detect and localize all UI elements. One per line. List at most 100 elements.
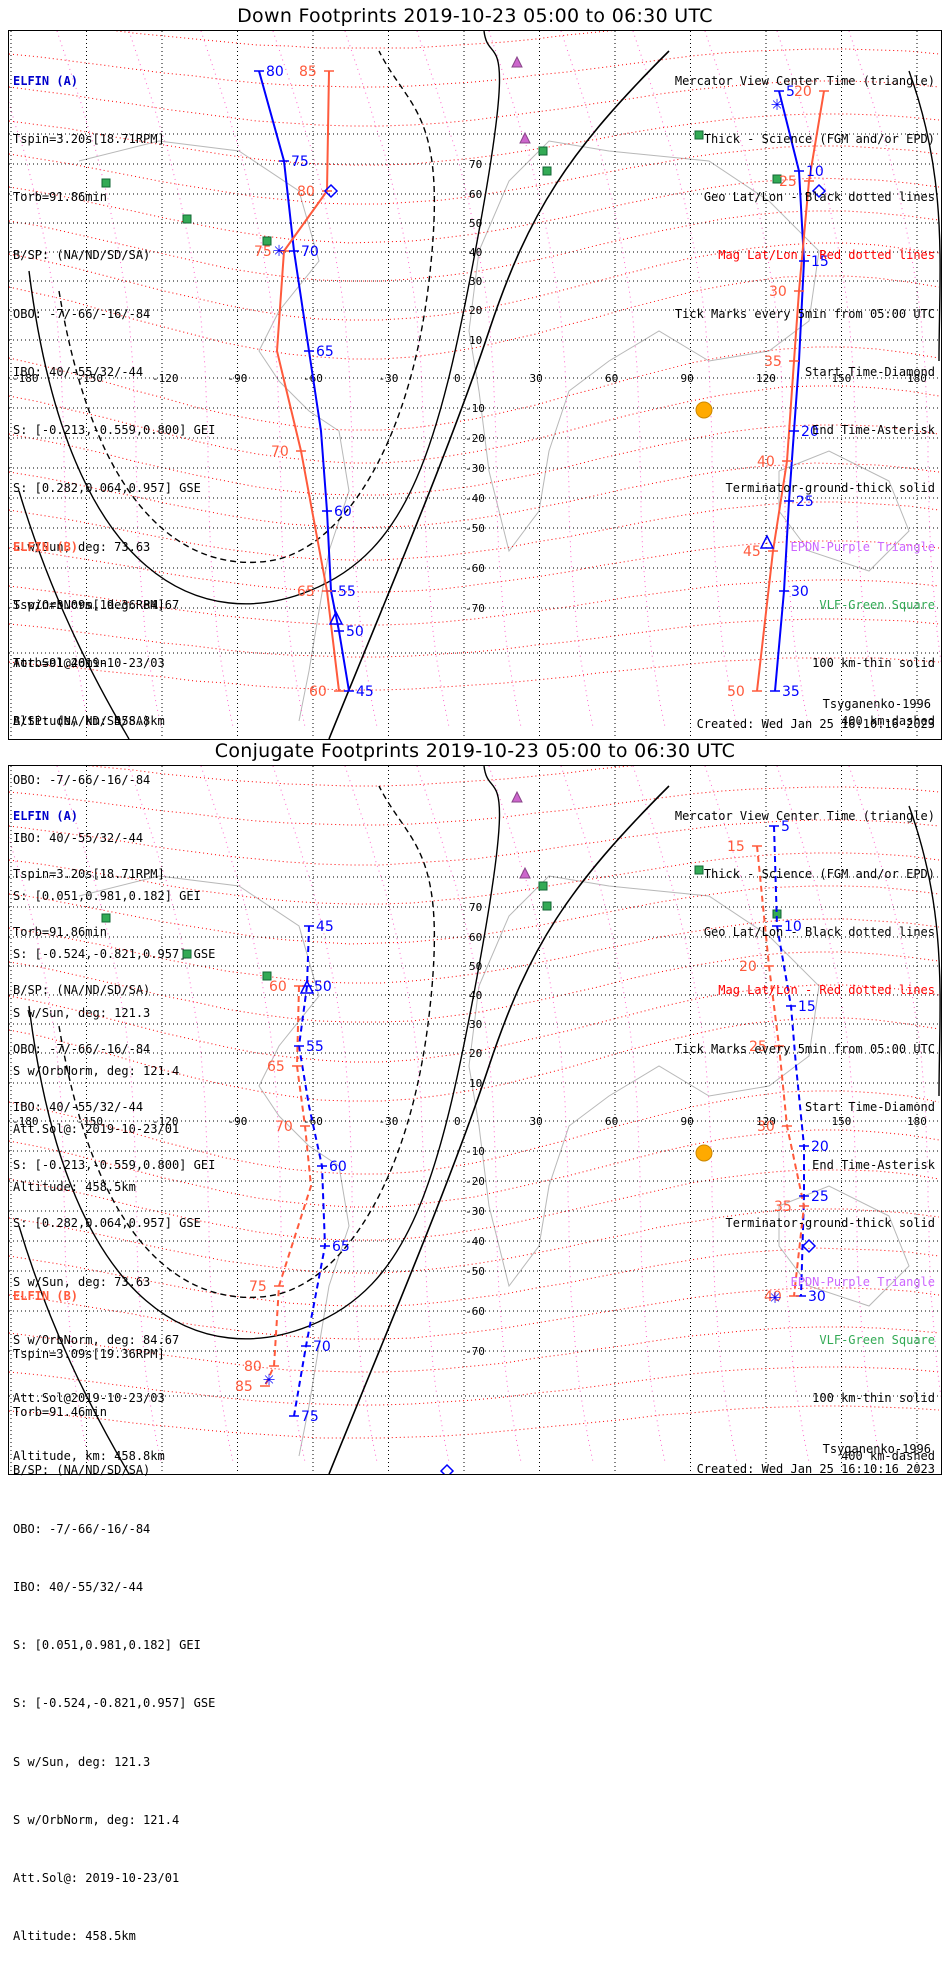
track-tick-label: 65	[267, 1059, 285, 1075]
lon-tick-label: -120	[152, 372, 179, 385]
legend-line: Terminator-ground-thick solid	[725, 1216, 935, 1231]
lat-tick-label: 20	[469, 304, 482, 317]
vlf-square	[262, 971, 272, 981]
elfin-b-header: ELFIN (B)	[13, 539, 79, 554]
info-line: S: [0.051,0.981,0.182] GEI	[13, 1638, 201, 1653]
mag-lat-line	[9, 618, 940, 658]
lat-tick-label: -10	[465, 402, 485, 415]
info-line: OBO: -7/-66/-16/-84	[13, 1521, 151, 1536]
mag-lon-line	[488, 766, 594, 1463]
elfin-b-track	[264, 985, 313, 1387]
elfin-a-header: ELFIN (A)	[13, 808, 79, 823]
track-tick-label: 70	[271, 444, 289, 460]
legend-line: EPDN-Purple Triangle	[790, 539, 936, 554]
lat-tick-label: -60	[465, 562, 485, 575]
legend-line: Mag Lat/Lon - Red dotted lines	[718, 983, 935, 998]
legend-line: VLF-Green Square	[819, 597, 935, 612]
lon-tick-label: 90	[681, 1115, 694, 1128]
track-tick-label: 60	[329, 1159, 347, 1175]
end-asterisk: ✳	[769, 1284, 781, 1308]
lon-tick-label: -60	[303, 1115, 323, 1128]
mag-lat-line	[9, 1090, 940, 1175]
mag-lon-line	[272, 766, 378, 1463]
info-line: S: [-0.213,-0.559,0.800] GEI	[13, 423, 216, 438]
track-tick-label: 30	[757, 1119, 775, 1135]
track-tick-label: 35	[764, 354, 782, 370]
terminator-100km	[28, 31, 501, 605]
info-line: S w/Sun, deg: 73.63	[13, 539, 151, 554]
track-tick-label: 75	[291, 154, 309, 170]
info-line: OBO: -7/-66/-16/-84	[13, 306, 151, 321]
track-tick-label: 70	[313, 1339, 331, 1355]
mag-lat-line	[9, 1287, 940, 1340]
center-triangle	[328, 610, 344, 625]
epdn-triangle	[519, 866, 531, 879]
track-tick-label: 30	[769, 284, 787, 300]
track-tick-label: 60	[334, 504, 352, 520]
mag-lat-line	[9, 984, 940, 1063]
track-tick-label: 85	[299, 64, 317, 80]
epdn-triangle	[511, 55, 523, 68]
track-tick-label: 45	[356, 684, 374, 700]
lon-tick-label: 30	[530, 1115, 543, 1128]
down-panel-title: Down Footprints 2019-10-23 05:00 to 06:3…	[237, 5, 713, 27]
track-tick-label: 50	[314, 979, 332, 995]
track-tick-label: 20	[739, 959, 757, 975]
track-tick-label: 35	[782, 684, 800, 700]
track-tick-label: 15	[727, 839, 745, 855]
info-line: Altitude, km: 458.8km	[13, 1449, 165, 1464]
mag-lon-line	[272, 31, 378, 728]
track-tick-label: 25	[779, 174, 797, 190]
mag-lat-line	[9, 275, 940, 360]
legend-line: Terminator-ground-thick solid	[725, 481, 935, 496]
lon-tick-label: 180	[907, 1115, 927, 1128]
info-line: S w/OrbNorm, deg: 121.4	[13, 1812, 180, 1827]
track-tick-label: 70	[301, 244, 319, 260]
lon-tick-label: -150	[77, 372, 104, 385]
track-tick-label: 40	[764, 1289, 782, 1305]
coastline	[778, 450, 910, 572]
lat-tick-label: 10	[469, 334, 482, 347]
info-line: S: [-0.524,-0.821,0.957] GSE	[13, 947, 216, 962]
info-line: Torb=91.86min	[13, 925, 107, 940]
elfin-a-track	[293, 925, 327, 1417]
track-tick-label: 25	[796, 494, 814, 510]
start-diamond	[323, 183, 339, 199]
down-elfin-b-info: ELFIN (B) Tspin=3.09s[19.36RPM] Torb=91.…	[13, 499, 215, 1236]
vlf-square	[101, 913, 111, 923]
terminator-400km	[58, 785, 436, 1299]
mag-lon-line	[200, 31, 306, 728]
lon-tick-label: -180	[12, 372, 39, 385]
mag-lon-line	[560, 766, 666, 1463]
lat-tick-label: 30	[469, 1018, 482, 1031]
info-line: S: [0.051,0.981,0.182] GEI	[13, 889, 201, 904]
track-tick-label: 60	[309, 684, 327, 700]
legend-line: VLF-Green Square	[819, 1332, 935, 1347]
track-tick-label: 50	[346, 624, 364, 640]
track-tick-label: 70	[275, 1119, 293, 1135]
info-line: Att.Sol@: 2019-10-23/01	[13, 1122, 180, 1136]
lat-tick-label: -30	[465, 462, 485, 475]
track-tick-label: 20	[811, 1139, 829, 1155]
track-tick-label: 5	[786, 84, 795, 100]
track-tick-label: 60	[269, 979, 287, 995]
conjugate-elfin-b-info: ELFIN (B) Tspin=3.09s[19.36RPM] Torb=91.…	[13, 1248, 215, 1985]
info-line: Att.Sol@2019-10-23/03	[13, 656, 165, 670]
mag-lon-line	[776, 766, 882, 1463]
lon-tick-label: -120	[152, 1115, 179, 1128]
mag-lat-line	[9, 786, 940, 826]
terminator-east	[908, 70, 941, 362]
info-line: S: [0.282,0.064,0.957] GSE	[13, 481, 201, 496]
lon-tick-label: 90	[681, 372, 694, 385]
lat-tick-label: -40	[465, 492, 485, 505]
mag-lat-line	[9, 1017, 940, 1102]
conjugate-elfin-a-info: ELFIN (A) Tspin=3.20s[18.71RPM] Torb=91.…	[13, 768, 215, 1505]
info-line: Altitude: 458.5km	[13, 1180, 136, 1195]
terminator-400km	[58, 50, 436, 564]
track-tick-label: 15	[811, 254, 829, 270]
lat-tick-label: -70	[465, 602, 485, 615]
conjugate-created-label: Created: Wed Jan 25 16:10:16 2023	[696, 1462, 935, 1476]
info-line: S: [-0.213,-0.559,0.800] GEI	[13, 1158, 216, 1173]
lon-tick-label: 0	[454, 1115, 461, 1128]
elfin-a-header: ELFIN (A)	[13, 73, 79, 88]
